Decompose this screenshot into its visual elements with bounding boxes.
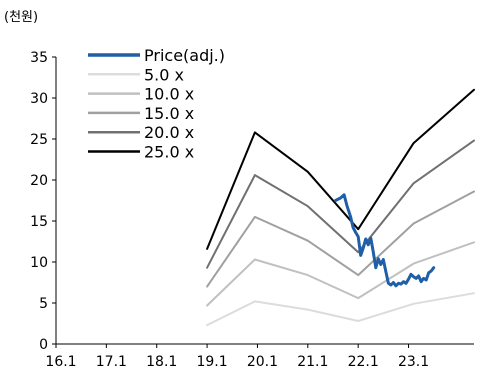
y-tick-label: 0 [39, 337, 48, 353]
series-line [206, 241, 475, 307]
y-tick-label: 20 [30, 173, 48, 189]
x-tick-label: 18.1 [146, 354, 177, 370]
series-line [334, 193, 436, 288]
unit-label: (천원) [4, 10, 39, 25]
y-tick-label: 25 [30, 132, 48, 148]
legend-label: 10.0 x [144, 85, 194, 104]
y-tick-label: 10 [30, 255, 48, 271]
series-lines [206, 88, 475, 327]
legend-label: 5.0 x [144, 65, 184, 84]
x-tick-label: 16.1 [45, 354, 76, 370]
x-tick-label: 21.1 [297, 354, 328, 370]
x-tick-label: 20.1 [247, 354, 278, 370]
x-tick-label: 19.1 [196, 354, 227, 370]
y-tick-label: 30 [30, 91, 48, 107]
x-tick-label: 22.1 [348, 354, 379, 370]
y-tick-label: 5 [39, 296, 48, 312]
series-line [206, 292, 475, 327]
legend: Price(adj.)5.0 x10.0 x15.0 x20.0 x25.0 x [88, 46, 225, 162]
series-line [206, 190, 475, 288]
x-tick-label: 17.1 [96, 354, 127, 370]
series-line [206, 139, 475, 269]
axes: 0 5 10 15 20 25 30 35 16.1 17.1 18.1 19.1 20.1 21.1 22… [30, 50, 474, 370]
legend-label: 20.0 x [144, 123, 194, 142]
legend-label: 25.0 x [144, 143, 194, 162]
legend-label: Price(adj.) [144, 46, 225, 65]
y-tick-label: 35 [30, 50, 48, 66]
y-tick-label: 15 [30, 214, 48, 230]
legend-label: 15.0 x [144, 104, 194, 123]
x-tick-label: 23.1 [398, 354, 429, 370]
series-line [206, 88, 475, 250]
